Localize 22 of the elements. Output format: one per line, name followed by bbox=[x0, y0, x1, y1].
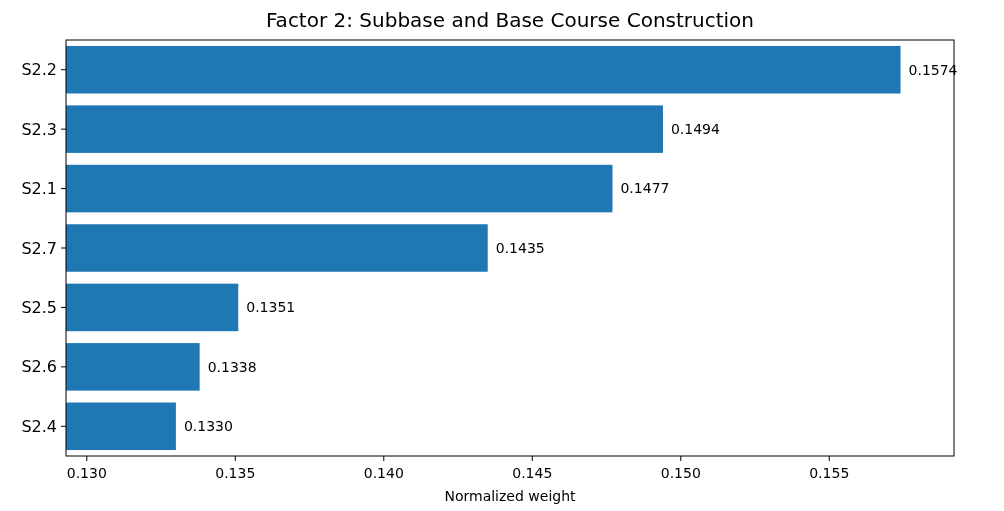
x-tick-label: 0.150 bbox=[660, 465, 701, 481]
x-tick-label: 0.135 bbox=[215, 465, 256, 481]
data-label: 0.1574 bbox=[908, 61, 958, 78]
y-tick-label: S2.5 bbox=[21, 298, 57, 318]
y-tick-label: S2.1 bbox=[21, 179, 57, 199]
x-axis-title: Normalized weight bbox=[444, 488, 577, 504]
data-label: 0.1477 bbox=[620, 180, 670, 197]
y-tick-label: S2.3 bbox=[21, 119, 57, 139]
data-label: 0.1351 bbox=[246, 299, 296, 316]
y-tick-label: S2.2 bbox=[21, 60, 57, 80]
data-label: 0.1494 bbox=[670, 121, 721, 138]
x-tick-label: 0.140 bbox=[363, 465, 404, 481]
data-label: 0.1435 bbox=[495, 239, 545, 256]
x-tick-label: 0.155 bbox=[809, 465, 850, 481]
data-label: 0.1330 bbox=[183, 418, 233, 435]
y-tick-label: S2.4 bbox=[21, 416, 57, 436]
data-label: 0.1338 bbox=[207, 358, 257, 375]
x-tick-label: 0.130 bbox=[66, 465, 107, 481]
x-tick-label: 0.145 bbox=[512, 465, 553, 481]
y-tick-label: S2.7 bbox=[21, 238, 57, 258]
y-tick-label: S2.6 bbox=[21, 357, 57, 377]
chart-title: Factor 2: Subbase and Base Course Construction bbox=[265, 8, 755, 32]
